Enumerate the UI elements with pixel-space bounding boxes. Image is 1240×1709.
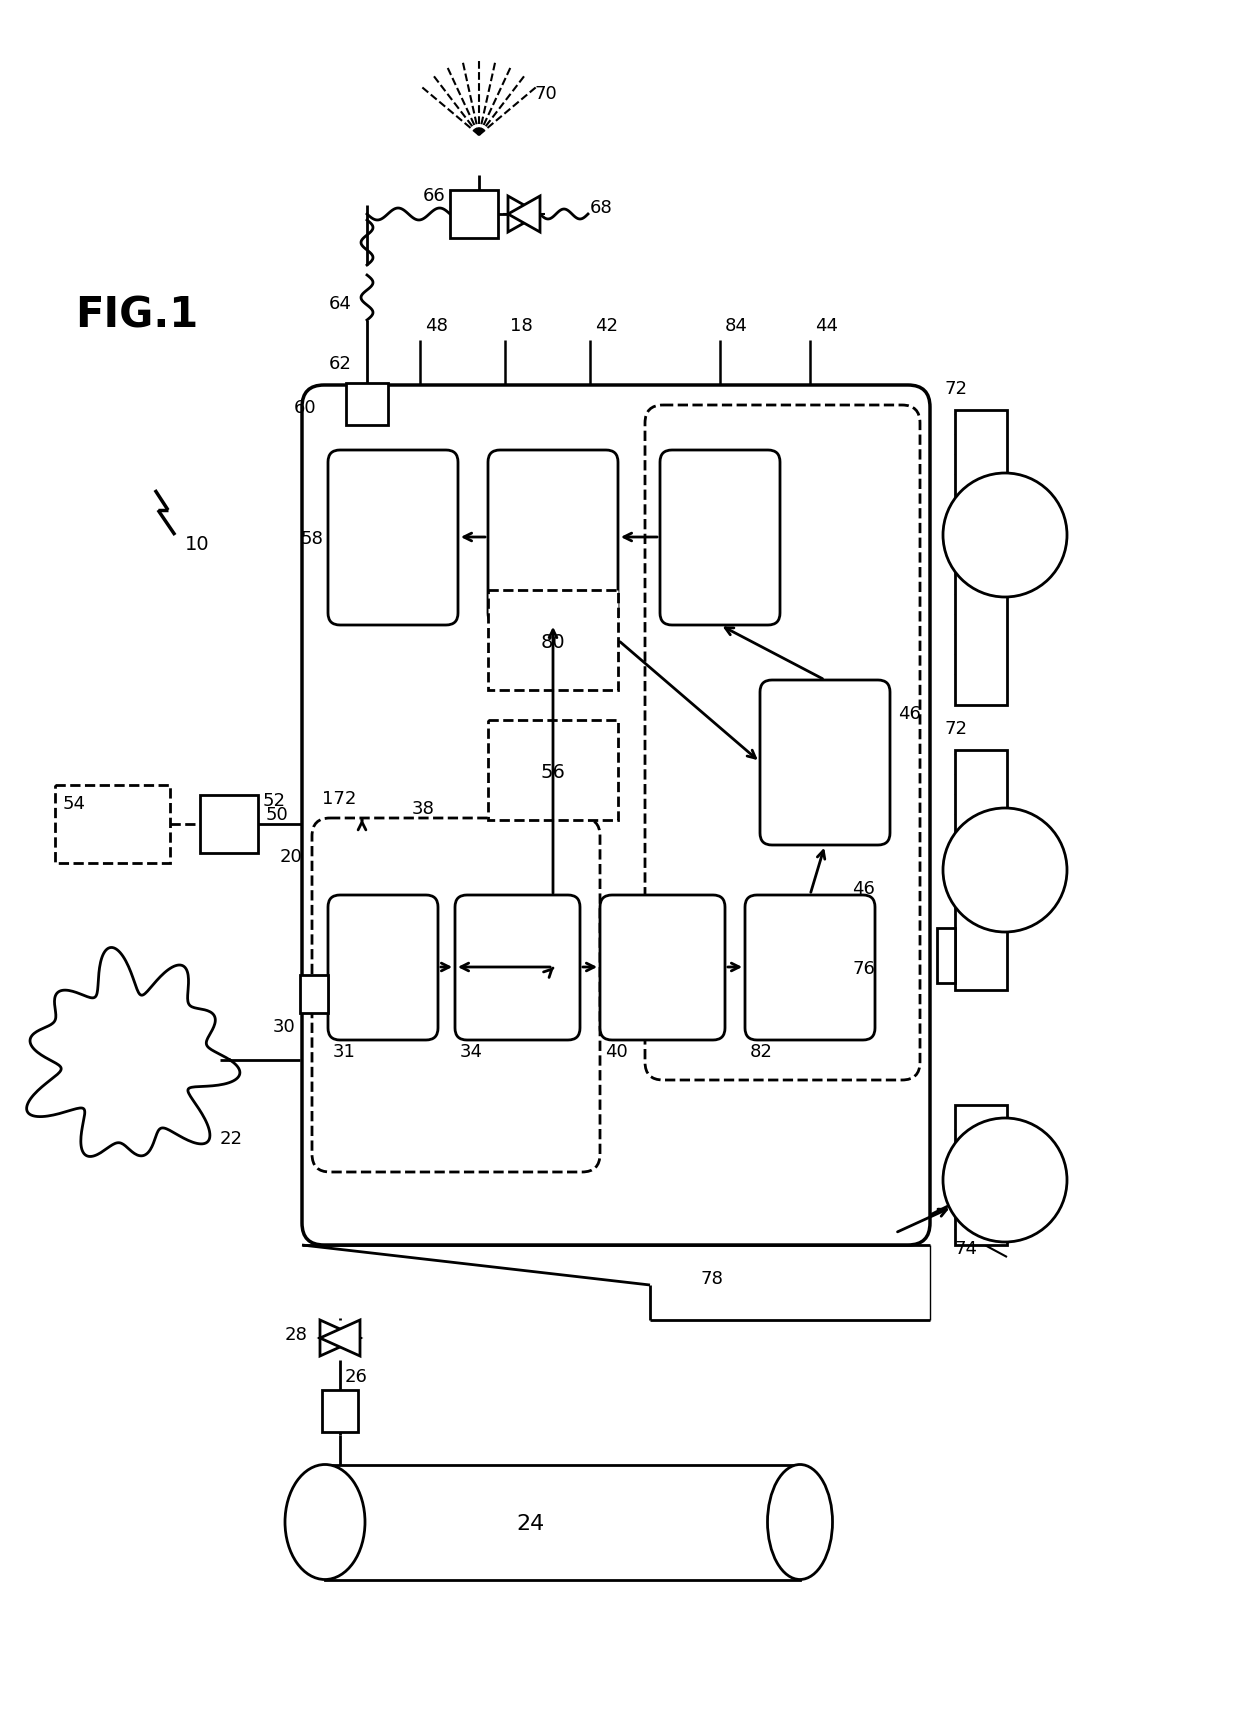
- Text: 80: 80: [541, 632, 565, 653]
- Text: FIG.1: FIG.1: [74, 296, 198, 337]
- Polygon shape: [320, 1319, 360, 1355]
- Text: 26: 26: [345, 1367, 368, 1386]
- Text: 70: 70: [534, 85, 557, 103]
- Text: 60: 60: [294, 398, 316, 417]
- Bar: [450, 190, 498, 238]
- Bar: [955, 1106, 1007, 1244]
- Bar: [55, 784, 170, 863]
- Text: 62: 62: [329, 355, 352, 373]
- FancyBboxPatch shape: [312, 819, 600, 1172]
- Circle shape: [942, 473, 1066, 596]
- Text: 58: 58: [300, 530, 322, 549]
- Text: 30: 30: [273, 1019, 295, 1036]
- Text: 84: 84: [725, 316, 748, 335]
- Text: 34: 34: [460, 1042, 484, 1061]
- Text: 40: 40: [605, 1042, 627, 1061]
- Text: 52: 52: [263, 791, 286, 810]
- FancyBboxPatch shape: [645, 405, 920, 1080]
- Text: 72: 72: [945, 379, 968, 398]
- Text: 48: 48: [425, 316, 448, 335]
- Text: 42: 42: [595, 316, 618, 335]
- Text: 56: 56: [541, 762, 565, 783]
- FancyBboxPatch shape: [600, 896, 725, 1041]
- Text: 22: 22: [219, 1130, 243, 1148]
- Text: 74: 74: [955, 1241, 978, 1258]
- FancyBboxPatch shape: [660, 449, 780, 625]
- Text: 172: 172: [322, 790, 356, 808]
- Text: 66: 66: [423, 186, 445, 205]
- Text: 78: 78: [701, 1270, 723, 1289]
- Text: 20: 20: [279, 848, 303, 866]
- Polygon shape: [508, 197, 539, 232]
- Text: 24: 24: [516, 1514, 544, 1535]
- Circle shape: [942, 1118, 1066, 1242]
- Text: 82: 82: [750, 1042, 773, 1061]
- Bar: [346, 383, 388, 426]
- Bar: [489, 719, 618, 820]
- Text: 54: 54: [63, 795, 86, 813]
- Polygon shape: [320, 1319, 360, 1355]
- Ellipse shape: [285, 1465, 365, 1579]
- Bar: [489, 590, 618, 690]
- Text: 76: 76: [852, 960, 875, 978]
- FancyBboxPatch shape: [455, 896, 580, 1041]
- FancyBboxPatch shape: [303, 385, 930, 1244]
- Text: 10: 10: [185, 535, 210, 554]
- Bar: [937, 928, 955, 983]
- Text: 46: 46: [898, 706, 921, 723]
- Text: 38: 38: [412, 800, 435, 819]
- Bar: [322, 1389, 358, 1432]
- FancyBboxPatch shape: [745, 896, 875, 1041]
- Circle shape: [942, 808, 1066, 931]
- Text: 50: 50: [267, 807, 289, 824]
- Bar: [325, 1465, 800, 1581]
- FancyBboxPatch shape: [329, 449, 458, 625]
- Ellipse shape: [768, 1465, 832, 1579]
- Text: 18: 18: [510, 316, 533, 335]
- Bar: [200, 795, 258, 853]
- FancyBboxPatch shape: [489, 449, 618, 625]
- FancyBboxPatch shape: [760, 680, 890, 844]
- Text: 64: 64: [329, 296, 352, 313]
- Bar: [955, 410, 1007, 706]
- FancyBboxPatch shape: [329, 896, 438, 1041]
- Bar: [955, 750, 1007, 990]
- Text: 31: 31: [334, 1042, 356, 1061]
- Text: 28: 28: [285, 1326, 308, 1343]
- Text: 72: 72: [945, 719, 968, 738]
- Text: 44: 44: [815, 316, 838, 335]
- Text: 46: 46: [852, 880, 875, 897]
- Bar: [300, 976, 329, 1013]
- Polygon shape: [508, 197, 539, 232]
- Text: 68: 68: [590, 198, 613, 217]
